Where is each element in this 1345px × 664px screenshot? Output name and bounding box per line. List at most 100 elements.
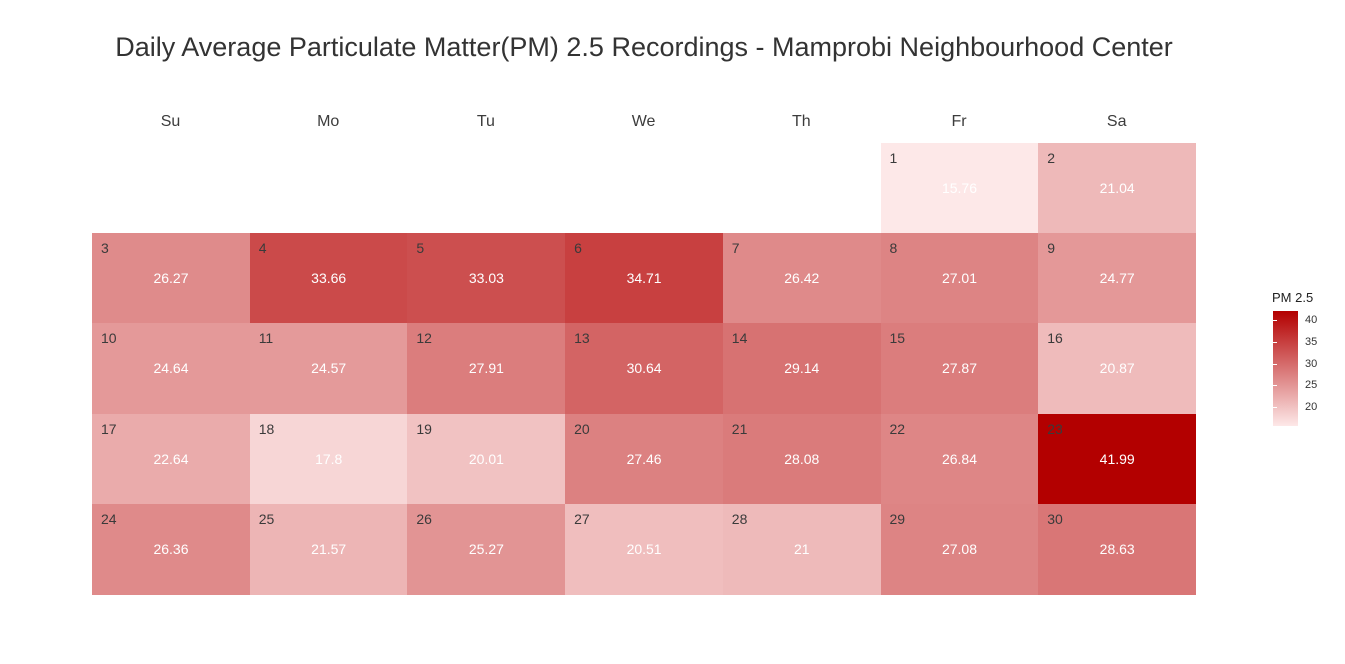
pm-value-label: 20.51	[626, 540, 662, 557]
pm-value-label: 17.8	[315, 450, 343, 467]
day-number: 5	[416, 240, 425, 257]
weekday-label: We	[631, 113, 656, 130]
day-cell: 8 27.01	[880, 233, 1039, 325]
day-cell: 21 28.08	[722, 413, 881, 505]
pm-value-label: 27.87	[941, 360, 978, 377]
day-number: 22	[889, 420, 906, 437]
pm-value-label: 24.77	[1099, 270, 1135, 287]
pm-value-label: 26.27	[153, 270, 189, 287]
legend-tick-mark	[1273, 363, 1277, 365]
pm-value-label: 29.14	[784, 360, 820, 377]
day-number: 7	[731, 240, 740, 257]
weekday-label: Mo	[317, 113, 340, 130]
legend-tick-mark	[1273, 341, 1277, 343]
day-number: 21	[731, 420, 748, 437]
day-number: 17	[101, 420, 117, 437]
pm-value-label: 24.57	[311, 360, 347, 377]
day-number: 6	[574, 240, 582, 257]
day-number: 27	[574, 510, 590, 527]
day-number: 13	[574, 330, 590, 347]
weekday-label: Tu	[476, 113, 495, 130]
day-cell: 2 21.04	[1038, 143, 1197, 234]
day-number: 30	[1047, 510, 1063, 527]
pm-value-label: 27.91	[468, 360, 504, 377]
legend-tick-label: 35	[1305, 335, 1318, 348]
day-cell: 25 21.57	[249, 503, 408, 595]
day-number: 26	[416, 510, 432, 527]
pm-value-label: 25.27	[468, 540, 504, 557]
day-number: 18	[258, 420, 275, 437]
weekday-label: Su	[160, 113, 181, 130]
day-number: 14	[731, 330, 748, 347]
color-legend: PM 2.5 20 25 30 35 40	[1262, 290, 1332, 430]
day-cell: 24 26.36	[92, 503, 250, 595]
day-cell: 28 21	[722, 503, 881, 595]
pm-value-label: 27.01	[941, 270, 978, 287]
legend-tick-label: 30	[1305, 357, 1318, 370]
day-cell: 30 28.63	[1038, 503, 1197, 595]
legend-tick-mark	[1273, 385, 1277, 387]
day-number: 11	[258, 330, 274, 347]
pm-value-label: 21.04	[1099, 180, 1135, 196]
day-cell: 10 24.64	[92, 323, 250, 415]
pm-value-label: 28.08	[784, 450, 820, 467]
day-cell: 27 20.51	[565, 503, 724, 595]
day-number: 12	[416, 330, 432, 347]
pm-value-label: 20.01	[468, 450, 504, 467]
day-number: 8	[889, 240, 898, 257]
day-number: 25	[258, 510, 275, 527]
weekday-label: Th	[791, 113, 811, 130]
pm-value-label: 26.36	[153, 540, 189, 557]
day-number: 19	[416, 420, 432, 437]
day-number: 24	[101, 510, 117, 527]
legend-tick-label: 40	[1305, 313, 1318, 326]
pm-value-label: 27.08	[941, 540, 978, 557]
day-cell: 23 41.99	[1038, 413, 1197, 505]
legend-gradient-bar	[1273, 311, 1298, 426]
day-cell: 20 27.46	[565, 413, 724, 505]
day-cell: 11 24.57	[249, 323, 408, 415]
day-cell: 26 25.27	[407, 503, 566, 595]
day-number: 23	[1047, 420, 1063, 437]
pm-value-label: 28.63	[1099, 540, 1135, 557]
pm-value-label: 22.64	[153, 450, 189, 467]
day-cell: 18 17.8	[249, 413, 408, 505]
legend-tick-label: 25	[1305, 379, 1318, 392]
day-cell: 13 30.64	[565, 323, 724, 415]
day-cell: 19 20.01	[407, 413, 566, 505]
day-number: 10	[101, 330, 117, 347]
pm-value-label: 20.87	[1099, 360, 1135, 377]
day-number: 9	[1047, 240, 1055, 257]
pm-value-label: 30.64	[626, 360, 662, 377]
pm-value-label: 21	[794, 540, 810, 557]
pm-value-label: 34.71	[626, 270, 662, 287]
day-cell: 15 27.87	[880, 323, 1039, 415]
day-cell: 29 27.08	[880, 503, 1039, 595]
pm-value-label: 26.84	[941, 450, 978, 467]
weekday-label: Fr	[951, 113, 967, 130]
day-number: 28	[731, 510, 748, 527]
legend-tick-label: 20	[1305, 401, 1318, 414]
weekday-label: Sa	[1106, 113, 1127, 130]
day-cell: 5 33.03	[407, 233, 566, 325]
legend-tick-mark	[1273, 319, 1277, 321]
day-cell: 12 27.91	[407, 323, 566, 415]
pm-value-label: 41.99	[1099, 450, 1135, 467]
pm-value-label: 26.42	[784, 270, 820, 287]
day-cell: 14 29.14	[722, 323, 881, 415]
day-cell: 6 34.71	[565, 233, 724, 325]
pm-value-label: 24.64	[153, 360, 189, 377]
day-number: 4	[258, 240, 267, 257]
pm-value-label: 27.46	[626, 450, 662, 467]
day-number: 2	[1047, 150, 1055, 166]
day-number: 20	[574, 420, 590, 437]
day-cell: 1 15.76	[880, 143, 1039, 234]
day-cell: 16 20.87	[1038, 323, 1197, 415]
legend-title: PM 2.5	[1272, 290, 1314, 305]
day-number: 16	[1047, 330, 1063, 347]
day-cell: 3 26.27	[92, 233, 250, 325]
day-number: 29	[889, 510, 906, 527]
pm-value-label: 21.57	[311, 540, 347, 557]
pm-value-label: 15.76	[941, 180, 978, 196]
